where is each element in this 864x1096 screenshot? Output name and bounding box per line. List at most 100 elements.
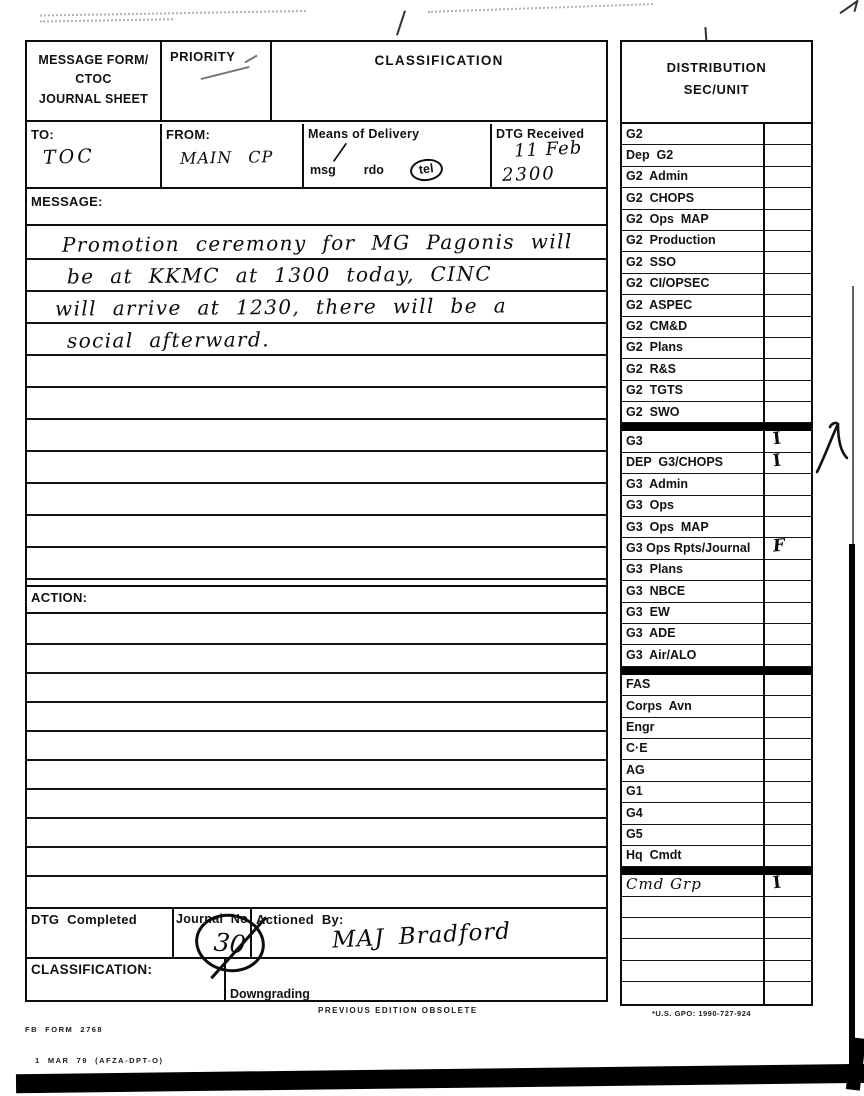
distribution-row: G2 R&S [622,359,811,381]
distribution-row [622,896,811,919]
handwritten-dtg-date: 11 Feb [513,137,583,162]
distribution-rows: G2 Dep G2 G2 Admin G2 CHOPS G2 Ops MAP G2 Pro… [622,124,811,1004]
distribution-row: G2 Ops MAP [622,209,811,231]
distribution-unit-label: G5 [626,827,643,841]
handwritten-message-line: social afterward. [66,327,270,353]
handwritten-to-value: TOC [42,145,96,169]
distribution-unit-label: G2 [626,126,643,141]
action-ruled-lines [27,616,606,895]
handwritten-dtg-time: 2300 [501,163,557,186]
distribution-value-cell [763,252,811,273]
scan-line [852,286,854,544]
distribution-row [622,982,811,1004]
distribution-row [622,960,811,983]
distribution-row [622,918,811,940]
dtg-completed-label: DTG Completed [31,912,138,927]
distribution-section-separator [622,423,811,432]
distribution-unit-label: G3 [626,433,643,448]
distribution-table: DISTRIBUTION SEC/UNIT G2 Dep G2 G2 Admin G2… [620,40,813,1006]
from-cell: FROM: MAIN CP [162,124,304,187]
distribution-unit-label: G3 Plans [626,562,683,577]
message-form: MESSAGE FORM/ CTOC JOURNAL SHEET PRIORIT… [25,40,608,1002]
distribution-unit-label: G2 CI/OPSEC [626,276,710,291]
priority-cell: PRIORITY [162,42,272,120]
distribution-unit-label [622,897,763,917]
distribution-row: G3 Admin [622,474,811,496]
priority-label: PRIORITY [170,49,236,64]
distribution-unit-label: DEP G3/CHOPS [626,455,724,470]
distribution-unit-label: G3 Admin [626,476,689,491]
distribution-unit-label: Corps Avn [626,698,692,713]
message-section: MESSAGE: Promotion ceremony for MG Pagon… [27,191,606,585]
distribution-row: G2 CI/OPSEC [622,273,811,296]
form-header-row: MESSAGE FORM/ CTOC JOURNAL SHEET PRIORIT… [27,42,606,122]
distribution-unit-label [622,918,763,938]
distribution-value-cell [763,982,811,1004]
distribution-unit-label: Cmd Grp [626,875,702,894]
distribution-row: Engr [622,717,811,739]
form-number-block: FB FORM 2768 1 MAR 79 (AFZA-DPT-O) [25,1005,164,1086]
distribution-value-cell [763,559,811,581]
message-label: MESSAGE: [27,191,606,226]
action-section: ACTION: [27,585,606,907]
distribution-row: G3 NBCE [622,581,811,603]
classification-footer-label: CLASSIFICATION: [31,962,153,977]
distribution-unit-label: G2 Plans [626,340,683,355]
downgrading-label: Downgrading [230,987,310,1001]
distribution-row: G2 SSO [622,252,811,274]
form-completion-row: DTG Completed Journal No. Actioned By: M… [27,907,606,957]
distribution-row: G2 CHOPS [622,188,811,210]
distribution-unit-label: AG [626,762,645,777]
distribution-unit-label: G4 [626,805,643,820]
distribution-unit-label: G3 ADE [626,626,676,641]
distribution-value-cell [763,738,811,760]
delivery-option-tel: tel [417,161,435,177]
distribution-row: Cmd Grp I [622,873,811,897]
distribution-value-cell [763,402,811,423]
distribution-unit-label: C·E [626,741,648,756]
distribution-value-cell [763,517,811,538]
distribution-row: G5 [622,824,811,846]
distribution-unit-label: G2 TGTS [626,383,683,398]
distribution-value-cell [763,495,811,517]
distribution-value-cell: I [763,450,811,474]
distribution-value-cell [763,230,811,252]
distribution-unit-label: FAS [626,677,651,692]
distribution-unit-label: G3 Air/ALO [626,647,697,662]
delivery-option-msg: msg [310,163,336,177]
actioned-by-label: Actioned By: [256,912,344,927]
distribution-value-cell [763,602,811,623]
distribution-row: G3 Air/ALO [622,645,811,667]
distribution-value-cell [763,380,811,402]
distribution-value-cell [763,623,811,645]
distribution-row: Hq Cmdt [622,845,811,868]
handwritten-check-mark [815,421,849,474]
distribution-value-cell [763,781,811,803]
distribution-unit-label: G2 Ops MAP [626,212,709,227]
handwritten-distribution-mark: I [771,429,782,450]
form-date: 1 MAR 79 (AFZA-DPT-O) [35,1055,164,1065]
distribution-value-cell [763,803,811,824]
distribution-unit-label: G3 Ops Rpts/Journal [626,540,751,555]
distribution-row: G1 [622,781,811,804]
distribution-row: Corps Avn [622,696,811,718]
distribution-value-cell [763,696,811,717]
distribution-row: G4 [622,803,811,825]
distribution-row: G2 Admin [622,166,811,189]
divider [224,959,226,1002]
distribution-unit-label: G3 Ops MAP [626,519,709,534]
distribution-unit-label [622,939,763,959]
distribution-row: G2 SWO [622,402,811,424]
distribution-row: G2 ASPEC [622,295,811,317]
action-label: ACTION: [27,587,606,614]
distribution-unit-label: G2 ASPEC [626,297,693,312]
distribution-section-separator [622,867,811,876]
distribution-value-cell: I [763,873,811,896]
handwritten-message-line: Promotion ceremony for MG Pagonis will [61,229,573,257]
handwritten-distribution-mark: F [771,535,787,557]
distribution-unit-label [622,982,763,1003]
distribution-row: AG [622,760,811,782]
delivery-option-rdo: rdo [363,163,384,177]
distribution-section-separator [622,666,811,675]
handwritten-distribution-mark: I [771,450,782,472]
